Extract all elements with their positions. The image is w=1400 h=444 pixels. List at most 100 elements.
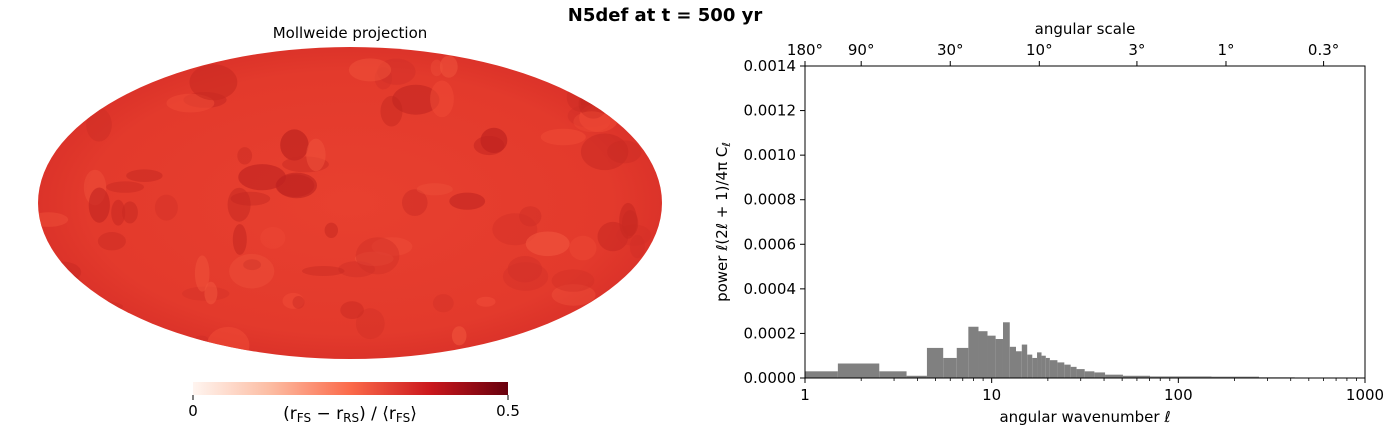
- map-blotch: [86, 107, 112, 142]
- power-spectrum-panel: 0.0000 0.0002 0.0004 0.0006 0.0008 0.0010 0.00…: [713, 20, 1384, 426]
- map-blotch: [619, 202, 637, 239]
- spectrum-bar: [1016, 351, 1022, 378]
- map-blotch: [44, 272, 81, 291]
- map-blotch: [580, 133, 629, 171]
- top-tick-label: 30°: [937, 41, 964, 59]
- spectrum-bar: [1009, 346, 1016, 378]
- map-blotch: [88, 187, 110, 223]
- map-blotch: [551, 284, 596, 306]
- map-blotch: [80, 322, 112, 337]
- map-blotch: [525, 231, 570, 257]
- spectrum-bar: [879, 371, 907, 378]
- map-blotch: [430, 59, 443, 77]
- map-blotch: [432, 294, 454, 313]
- map-blotch: [302, 266, 345, 276]
- map-blotch: [551, 269, 595, 292]
- spectrum-bar: [1057, 362, 1065, 378]
- map-blotch: [102, 48, 124, 78]
- spectrum-bar: [1084, 371, 1095, 378]
- mollweide-panel: Mollweide projection 0 0.5 (rFS − rRS) /…: [38, 24, 662, 425]
- map-blotch: [59, 49, 102, 75]
- spectrum-bar: [837, 363, 880, 378]
- map-blotch: [48, 326, 70, 359]
- map-blotch: [566, 83, 596, 112]
- map-blotch: [629, 234, 645, 259]
- map-blotch: [292, 296, 305, 309]
- map-blotch: [599, 316, 625, 330]
- top-tick-label: 0.3°: [1308, 41, 1339, 59]
- y-tick-label: 0.0004: [744, 280, 797, 298]
- map-blotch: [280, 129, 309, 161]
- spectrum-bar: [1049, 360, 1058, 378]
- map-blotch: [42, 261, 82, 283]
- spectrum-bar: [956, 347, 969, 378]
- x-tick-label: 1: [800, 386, 810, 404]
- y-tick-label: 0.0012: [744, 102, 797, 120]
- map-blotch: [97, 232, 126, 251]
- spectrum-bar: [1105, 374, 1123, 378]
- map-blotch: [605, 324, 629, 352]
- x-tick-label: 1000: [1346, 386, 1384, 404]
- top-axis: 180° 90° 30° 10° 3° 1° 0.3°: [787, 41, 1339, 66]
- map-blotch: [519, 206, 542, 227]
- map-blotch: [371, 237, 413, 256]
- spectrum-bar: [995, 339, 1003, 378]
- spectrum-bar: [1027, 354, 1033, 378]
- map-blotch: [354, 251, 394, 266]
- mollweide-map: [38, 47, 662, 359]
- map-blotch: [111, 199, 126, 226]
- spectrum-bar: [1150, 376, 1212, 378]
- map-blotch: [340, 301, 364, 319]
- map-blotch: [154, 194, 178, 221]
- top-tick-label: 10°: [1026, 41, 1053, 59]
- spectrum-bar: [943, 357, 957, 378]
- spectrum-bar: [1041, 355, 1046, 378]
- map-blotch: [243, 259, 261, 271]
- spectrum-bar: [1211, 376, 1259, 378]
- map-blotch: [377, 58, 416, 85]
- map-blotch: [507, 256, 543, 283]
- spectrum-bar: [1070, 366, 1077, 378]
- map-blotch: [71, 51, 95, 74]
- map-blotch: [106, 181, 144, 193]
- spectrum-bar: [968, 326, 979, 378]
- plot-frame: [804, 65, 1366, 379]
- figure-title: N5def at t = 500 yr: [568, 5, 763, 26]
- map-blotch: [194, 255, 210, 292]
- map-blotch: [38, 255, 66, 285]
- y-tick-label: 0.0010: [744, 146, 797, 164]
- spectrum-bar: [926, 347, 944, 378]
- map-blotch: [189, 64, 238, 101]
- map-blotch: [230, 191, 271, 206]
- spectrum-bar: [805, 371, 838, 378]
- map-blotch: [449, 192, 486, 210]
- map-blotch: [476, 296, 496, 307]
- spectrum-bar: [978, 331, 988, 378]
- map-blotch: [260, 226, 286, 249]
- spectrum-bar: [1094, 372, 1106, 378]
- map-blotch: [276, 172, 317, 199]
- spectrum-bar: [1076, 369, 1085, 378]
- spectrum-bar: [1064, 364, 1071, 378]
- spectrum-bar: [1045, 357, 1050, 378]
- top-axis-label: angular scale: [1035, 20, 1136, 38]
- map-blotch: [324, 222, 338, 238]
- spectrum-bar: [1003, 322, 1010, 378]
- y-tick-label: 0.0006: [744, 235, 797, 253]
- y-tick-label: 0.0014: [744, 57, 797, 75]
- x-tick-label: 10: [982, 386, 1001, 404]
- map-blotch: [80, 79, 103, 95]
- map-blotch: [616, 283, 653, 312]
- map-blotch: [638, 307, 662, 323]
- map-blotch: [573, 111, 611, 133]
- map-blotch: [227, 187, 251, 222]
- top-tick-label: 1°: [1217, 41, 1234, 59]
- map-blotch: [502, 340, 526, 359]
- map-blotch: [607, 140, 642, 164]
- map-blotch: [126, 169, 163, 182]
- map-blotch: [306, 138, 326, 172]
- y-tick-label: 0.0008: [744, 191, 797, 209]
- map-blotch: [348, 58, 392, 82]
- spectrum-bar: [906, 375, 927, 378]
